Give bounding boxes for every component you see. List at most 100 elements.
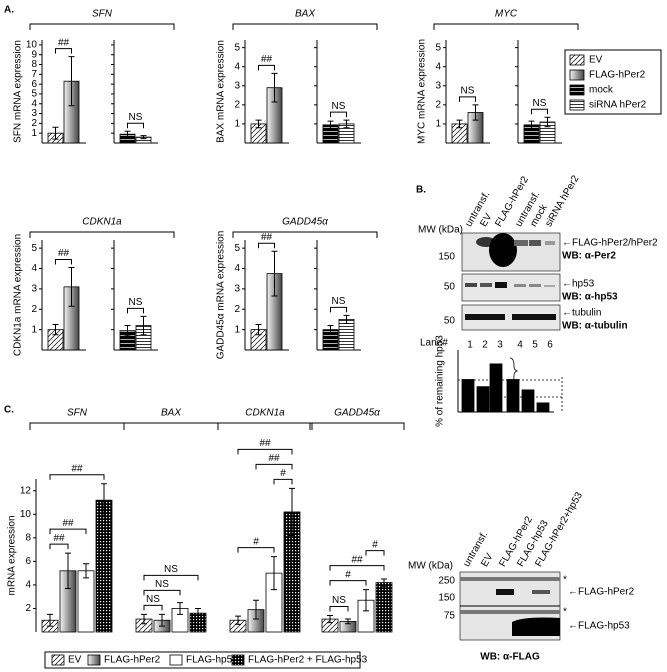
significance-bracket: [459, 96, 476, 102]
y-tick-label: 3: [435, 80, 441, 91]
error-bar: [327, 615, 333, 624]
y-tick-label: 4: [234, 263, 240, 274]
y-axis-label: BAX mRNA expression: [216, 40, 227, 143]
group-bracket: [217, 422, 313, 430]
y-tick-label: 3: [234, 284, 240, 295]
y-tick-label: 10: [26, 40, 38, 51]
error-bar: [456, 119, 463, 129]
bar: [77, 570, 95, 633]
error-bar: [140, 315, 147, 336]
panel-label: A.: [4, 5, 14, 16]
group-bracket: [29, 422, 125, 430]
chart-title: CDKN1a: [82, 217, 122, 228]
band: [514, 284, 526, 287]
lane-number: 3: [497, 340, 503, 351]
y-tick-label: 4: [31, 263, 37, 274]
error-bar: [68, 267, 75, 307]
band: [480, 283, 492, 287]
significance-bracket: [329, 580, 367, 586]
significance-label: ##: [62, 518, 74, 529]
error-bar: [52, 126, 59, 140]
group-bracket: [29, 231, 175, 238]
y-tick-label: 1: [234, 324, 240, 335]
significance-label: #: [280, 468, 286, 479]
significance-label: #: [345, 569, 351, 580]
group-bracket: [123, 422, 219, 430]
significance-bracket: [237, 448, 293, 455]
significance-bracket: [49, 474, 105, 480]
legend-swatch: [569, 84, 585, 96]
asterisk: *: [563, 575, 567, 586]
band: [512, 617, 560, 636]
band: [529, 240, 541, 246]
error-bar: [52, 324, 59, 336]
error-bar: [83, 563, 89, 579]
significance-bracket: [143, 604, 163, 611]
error-bar: [255, 119, 262, 129]
band-label: ←FLAG-hp53: [568, 621, 630, 632]
legend-label: FLAG-hPer2: [589, 70, 646, 81]
y-tick-label: 3: [31, 108, 37, 119]
wb-label: WB: α-tubulin: [562, 321, 628, 332]
significance-bracket: [258, 242, 275, 249]
y-tick-label: 7: [31, 69, 37, 80]
significance-bracket: [329, 565, 385, 571]
y-tick-label: 2: [31, 304, 37, 315]
panel-label: C.: [4, 405, 14, 416]
bar: [95, 499, 113, 633]
significance-bracket: [143, 574, 199, 581]
significance-label: ##: [259, 438, 271, 449]
y-axis-label: GADD45α mRNA expression: [216, 231, 227, 360]
y-tick-label: 8: [25, 532, 31, 543]
mw-marker: 150: [438, 252, 455, 263]
y-tick-label: 2: [234, 99, 240, 110]
y-tick-label: 5: [234, 243, 240, 254]
error-bar: [140, 135, 147, 140]
mw-marker: 50: [444, 282, 456, 293]
y-tick-label: 6: [31, 79, 37, 90]
error-bar: [472, 104, 479, 121]
error-bar: [345, 618, 351, 625]
y-axis-label: mRNA expression: [7, 515, 18, 595]
error-bar: [343, 119, 350, 129]
error-bar: [253, 599, 259, 620]
error-bar: [124, 130, 131, 138]
significance-bracket: [330, 306, 347, 313]
legend-swatch: [51, 654, 65, 666]
y-tick-label: 12: [20, 485, 32, 496]
significance-bracket: [143, 589, 181, 596]
band: [512, 314, 556, 320]
y-tick-label: 9: [31, 49, 37, 60]
legend-swatch: [569, 69, 585, 81]
significance-label: NS: [164, 564, 178, 575]
significance-bracket: [531, 108, 548, 115]
bar: [521, 389, 535, 413]
significance-label: ##: [53, 533, 65, 544]
band-label: ←FLAG-hPer2/hPer2: [562, 238, 658, 249]
error-bar: [528, 120, 535, 130]
group-bracket: [433, 23, 579, 30]
significance-bracket: [237, 547, 275, 553]
lane-number: 6: [547, 340, 553, 351]
significance-bracket: [258, 64, 275, 71]
error-bar: [271, 72, 278, 103]
significance-label: ##: [58, 37, 70, 48]
y-tick-label: 8: [31, 59, 37, 70]
band: [496, 589, 514, 595]
lane-number: 5: [532, 340, 538, 351]
group-bracket: [232, 231, 378, 238]
error-bar: [47, 613, 53, 627]
band: [544, 285, 555, 287]
significance-bracket: [49, 543, 69, 550]
band: [529, 284, 541, 287]
y-tick-label: 4: [234, 61, 240, 72]
error-bar: [124, 325, 131, 337]
panel-label: B.: [416, 185, 426, 196]
error-bar: [327, 120, 334, 130]
mw-marker: 250: [438, 576, 455, 587]
significance-label: ##: [261, 232, 273, 243]
significance-label: #: [253, 536, 259, 547]
chart-title: BAX: [295, 9, 315, 20]
y-tick-label: 5: [435, 42, 441, 53]
error-bar: [235, 615, 241, 625]
